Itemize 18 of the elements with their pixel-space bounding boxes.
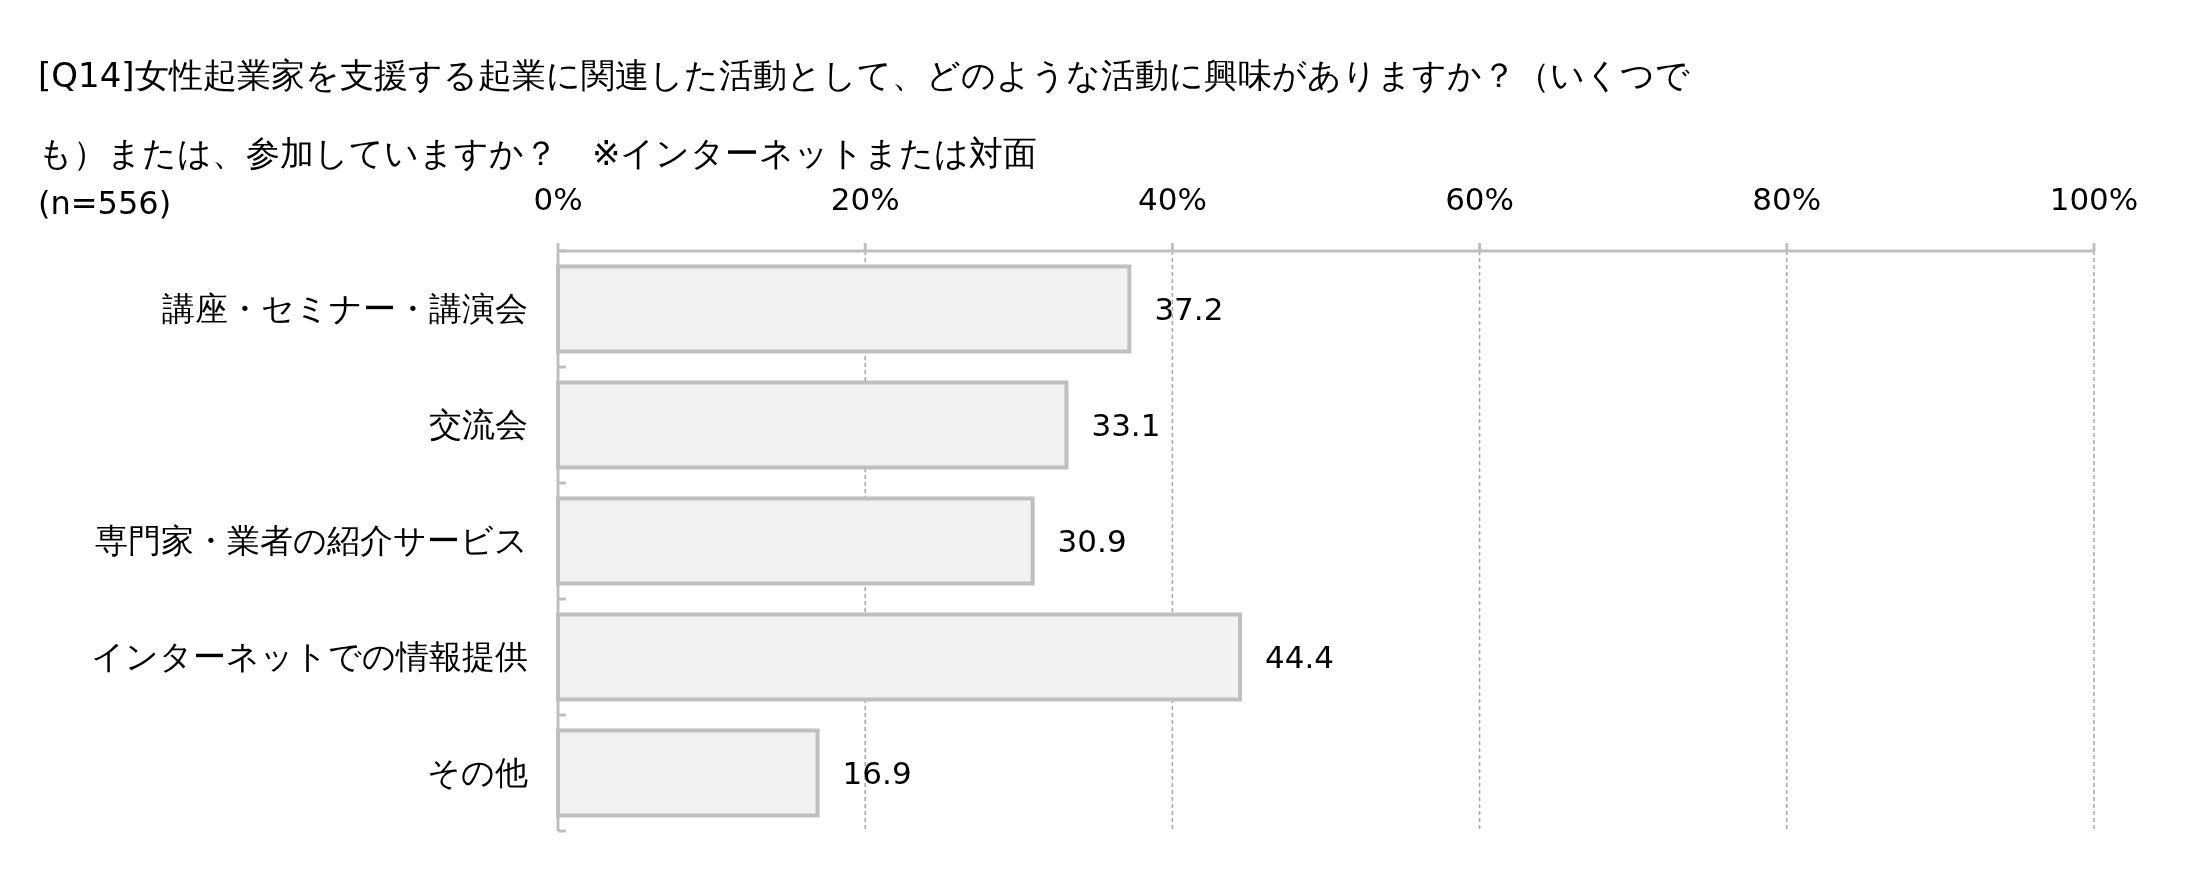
data-label: 33.1 — [1091, 407, 1161, 443]
x-tick-label: 100% — [2049, 181, 2139, 217]
text: (n=556) — [38, 184, 172, 222]
y-tick-label: 交流会 — [429, 405, 528, 444]
data-label: 16.9 — [842, 755, 912, 791]
y-tick-label: その他 — [427, 753, 528, 792]
x-tick-label: 20% — [830, 181, 900, 217]
chart-title: [Q14]女性起業家を支援する起業に関連した活動として、どのような活動に興味がありますか？（いくつでも）または、参加していますか？ ※インターネットまたは対面 — [38, 55, 1690, 173]
x-tick-label: 40% — [1137, 181, 1207, 217]
data-label: 44.4 — [1264, 639, 1335, 675]
data-label: 37.2 — [1154, 291, 1224, 327]
x-tick-label: 80% — [1752, 181, 1822, 217]
x-tick-label: 0% — [533, 181, 583, 217]
data-label: 30.9 — [1057, 523, 1127, 559]
y-tick-label: 講座・セミナー・講演会 — [162, 289, 528, 328]
y-tick-label: インターネットでの情報提供 — [91, 637, 528, 676]
y-tick-label: 専門家・業者の紹介サービス — [95, 521, 528, 560]
x-tick-label: 60% — [1445, 181, 1515, 217]
